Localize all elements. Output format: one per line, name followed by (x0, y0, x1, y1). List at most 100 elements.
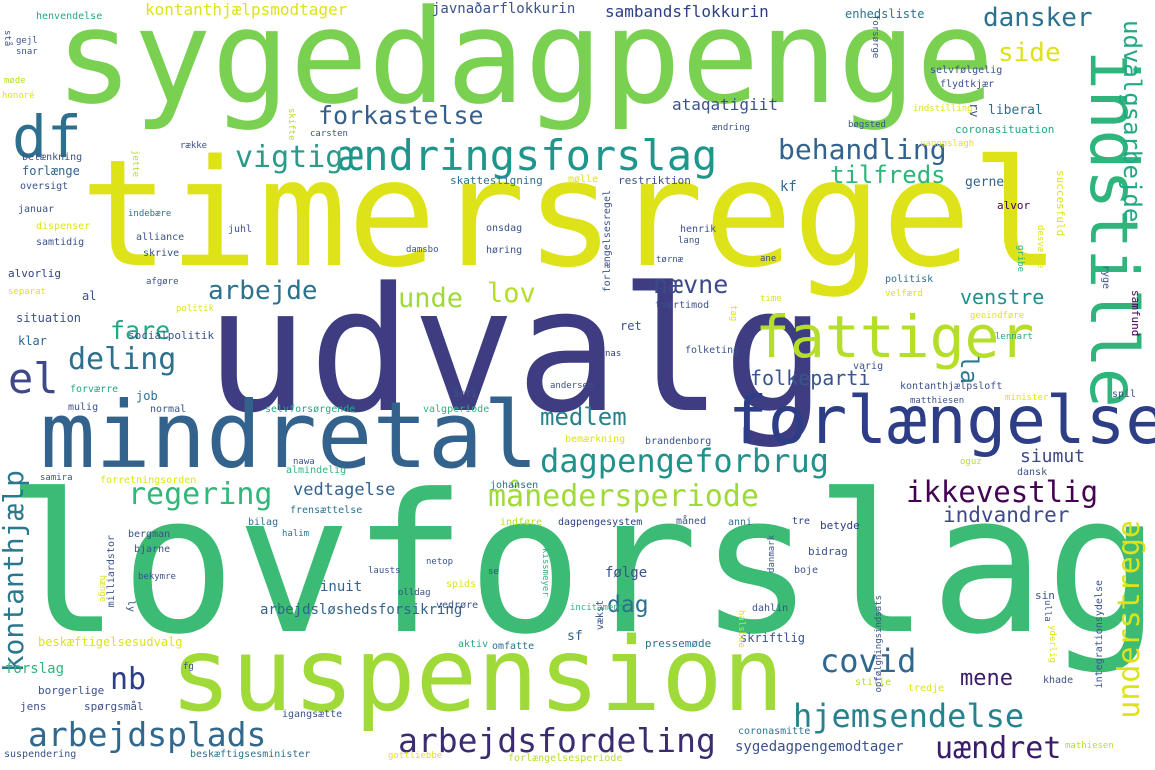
word-venstre: venstre (960, 285, 1045, 309)
word-alvor: alvor (997, 199, 1031, 212)
word-nawa: nawa (293, 457, 315, 467)
word-inuit: inuit (320, 579, 363, 595)
word-raekke: række (180, 141, 208, 151)
word-fare: fare (110, 316, 171, 345)
word-normal: normal (150, 404, 187, 415)
word-lang: lang (678, 236, 700, 246)
word-boegsted: bøgsted (848, 120, 886, 130)
word-el: el (8, 354, 59, 403)
word-forretningsorden: forretningsorden (100, 475, 197, 486)
word-henrik: henrik (680, 224, 717, 235)
word-lov: lov (487, 278, 536, 309)
word-desvaerre: desværre (1035, 225, 1045, 269)
word-restriktion: restriktion (618, 174, 691, 187)
word-time: time (760, 294, 782, 304)
word-nas: nas (605, 349, 622, 359)
word-tag: tag (728, 305, 738, 322)
word-kf: kf (780, 179, 797, 195)
word-mene: mene (960, 666, 1013, 691)
word-honore: honoré (2, 91, 35, 101)
word-alliance: alliance (136, 232, 185, 243)
word-bilag: bilag (248, 517, 279, 528)
word-arbejdsfordeling: arbejdsfordeling (398, 721, 716, 760)
word-klar: klar (18, 334, 47, 348)
word-velfaerd: velfærd (885, 289, 923, 299)
word-politisk: politisk (885, 274, 934, 285)
word-coronasmitte: coronasmitte (738, 726, 811, 737)
word-anni: anni (728, 517, 753, 528)
word-beskaeftigsesminister: beskæftigsesminister (190, 749, 311, 760)
word-halim: halim (282, 529, 310, 539)
word-skrive: skrive (143, 248, 180, 259)
word-forlaengelse: forlængelse (728, 382, 1155, 459)
word-coronasituation: coronasituation (955, 123, 1055, 136)
word-bergman: bergman (128, 529, 171, 540)
word-oguz: oguz (960, 457, 982, 467)
word-igangsaette: igangsætte (282, 709, 343, 720)
word-genindfoere: genindføre (970, 311, 1025, 321)
word-job: job (136, 389, 158, 403)
word-situation: situation (16, 311, 82, 325)
word-ryge: ryge (1100, 265, 1111, 290)
word-kissmeyer: kissmeyer (540, 548, 550, 597)
word-javnadarflokkurin: javnaðarflokkurin (432, 1, 576, 17)
word-oversigt: oversigt (20, 181, 69, 192)
word-fattiger: fattiger (755, 303, 1035, 371)
word-foelge: følge (605, 565, 648, 581)
word-juhl: juhl (228, 224, 253, 235)
word-suspension: suspension (170, 616, 785, 735)
word-skifte: skifte (286, 108, 296, 141)
word-boje: boje (794, 565, 819, 576)
word-la: la (955, 355, 983, 384)
word-dahlin: dahlin (752, 603, 789, 614)
word-kontanthjaelpsmodtager: kontanthjælpsmodtager (145, 0, 348, 19)
word-afgoere: afgøre (146, 277, 179, 287)
word-indfoere: indføre (500, 517, 543, 528)
word-suspendering: suspendering (4, 749, 77, 760)
word-damsbo: damsbo (406, 245, 439, 255)
word-folketing: folketing (685, 345, 740, 356)
word-integrationsydelse: integrationsydelse (1094, 580, 1105, 689)
word-arbejde: arbejde (208, 276, 318, 306)
word-deling: deling (68, 342, 177, 377)
word-jens: jens (20, 700, 47, 713)
word-sambandsflokkurin: sambandsflokkurin (605, 2, 769, 21)
word-nb: nb (110, 662, 147, 697)
word-ataqatigiit: ataqatigiit (672, 95, 778, 114)
word-yderlig: yderlig (1047, 625, 1057, 663)
word-vedtagelse: vedtagelse (293, 480, 396, 500)
word-khade: khade (1043, 675, 1074, 686)
word-dagpengesystem: dagpengesystem (558, 517, 643, 528)
word-rv: rv (967, 103, 981, 118)
word-ret: ret (620, 319, 642, 333)
word-selvforsoergende: selvforsørgende (265, 404, 356, 415)
word-varig: varig (853, 361, 884, 372)
word-separat: separat (8, 287, 46, 297)
word-netop: netop (426, 557, 454, 567)
word-mindretal: mindretal (40, 382, 539, 489)
word-valgperiode: valgperiode (423, 404, 490, 415)
word-henvendelse: henvendelse (36, 11, 103, 22)
word-tre: tre (792, 516, 811, 527)
word-timersregel: timersregel (80, 128, 1061, 300)
word-indstilling: indstilling (913, 104, 973, 114)
word-sf: sf (567, 629, 583, 644)
word-aarti: årti (453, 389, 478, 400)
word-samira: samira (40, 473, 73, 483)
word-skattestigning: skattestigning (450, 174, 543, 187)
word-betyde: betyde (820, 519, 860, 532)
word-danmark: danmark (767, 535, 777, 573)
word-indebaere: indebære (128, 209, 172, 219)
word-dansk: dansk (1017, 467, 1048, 478)
word-unde: unde (398, 283, 464, 314)
word-selvfoelgelig: selvfølgelig (930, 65, 1003, 76)
word-aendring: ændring (712, 123, 750, 133)
word-beskaeftigelsesudvalg: beskæftigelsesudvalg (38, 635, 183, 649)
word-johansen: johansen (490, 480, 539, 491)
word-minister: minister (1005, 393, 1049, 403)
word-df: df (12, 103, 82, 171)
word-bjarne: bjarne (134, 544, 171, 555)
word-enhedsliste: enhedsliste (845, 7, 925, 21)
word-omfatte: omfatte (492, 641, 535, 652)
